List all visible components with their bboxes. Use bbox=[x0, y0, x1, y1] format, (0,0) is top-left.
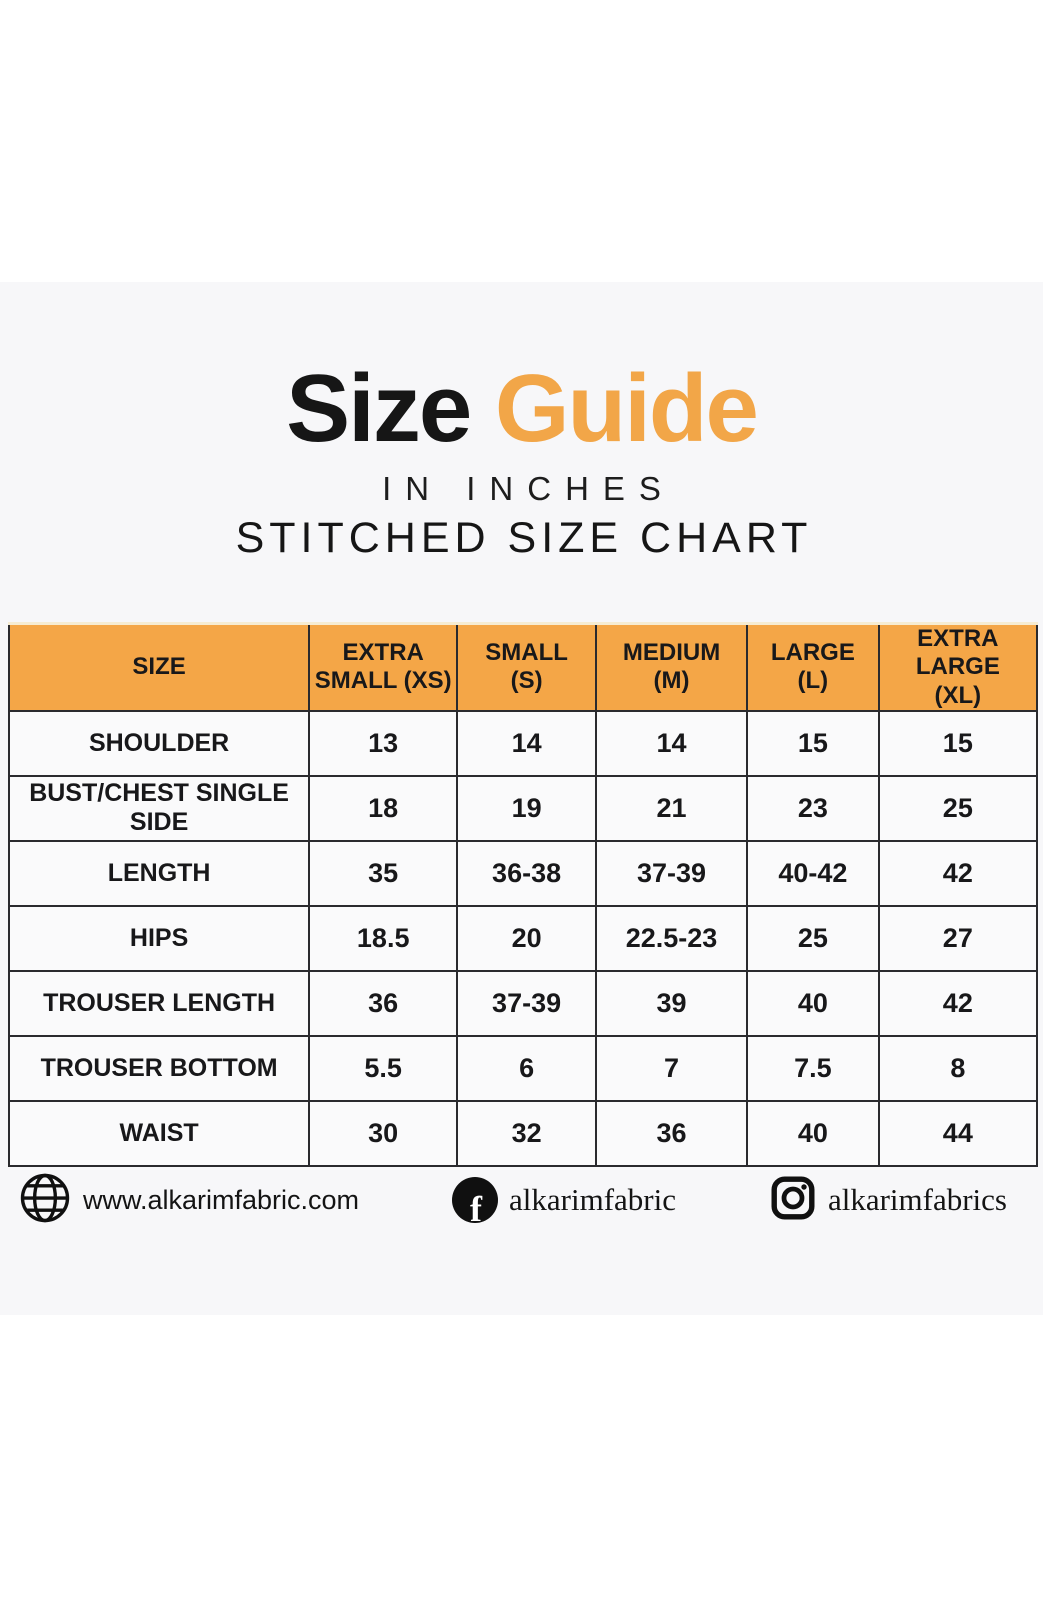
header-medium: MEDIUM (M) bbox=[594, 621, 749, 712]
value-cell: 36 bbox=[308, 969, 459, 1037]
value-cell: 32 bbox=[456, 1099, 597, 1167]
value-cell: 37-39 bbox=[594, 839, 749, 907]
value-cell: 36-38 bbox=[456, 839, 597, 907]
value-cell: 21 bbox=[594, 774, 749, 842]
header-extra-large: EXTRA LARGE (XL) bbox=[877, 621, 1039, 712]
row-label: WAIST bbox=[7, 1099, 311, 1167]
value-cell: 7.5 bbox=[746, 1034, 880, 1102]
value-cell: 40 bbox=[746, 1099, 880, 1167]
header-large: LARGE (L) bbox=[746, 621, 880, 712]
row-label: SHOULDER bbox=[7, 709, 311, 777]
page-title: Size Guide bbox=[0, 360, 1043, 458]
header-small: SMALL (S) bbox=[456, 621, 597, 712]
value-cell: 22.5-23 bbox=[594, 904, 749, 972]
value-cell: 40 bbox=[746, 969, 880, 1037]
row-label: BUST/CHEST SINGLE SIDE bbox=[7, 774, 311, 842]
title-word-guide: Guide bbox=[494, 355, 759, 462]
website-url: www.alkarimfabric.com bbox=[83, 1184, 360, 1215]
table-row-shoulder: SHOULDER 13 14 14 15 15 bbox=[7, 709, 1039, 777]
table-row-bust-chest: BUST/CHEST SINGLE SIDE 18 19 21 23 25 bbox=[7, 774, 1039, 842]
value-cell: 14 bbox=[594, 709, 749, 777]
value-cell: 15 bbox=[877, 709, 1039, 777]
facebook-item: f alkarimfabric bbox=[452, 1177, 676, 1223]
header-extra-small: EXTRA SMALL (XS) bbox=[308, 621, 459, 712]
value-cell: 40-42 bbox=[746, 839, 880, 907]
value-cell: 15 bbox=[746, 709, 880, 777]
value-cell: 36 bbox=[594, 1099, 749, 1167]
footer: www.alkarimfabric.com f alkarimfabric al… bbox=[0, 1168, 1043, 1232]
value-cell: 35 bbox=[308, 839, 459, 907]
value-cell: 30 bbox=[308, 1099, 459, 1167]
value-cell: 18 bbox=[308, 774, 459, 842]
header-size: SIZE bbox=[7, 621, 311, 712]
subtitle-in-inches: IN INCHES bbox=[382, 469, 675, 507]
website-item: www.alkarimfabric.com bbox=[18, 1171, 359, 1230]
subtitle-stitched-size-chart: STITCHED SIZE CHART bbox=[235, 513, 813, 562]
value-cell: 20 bbox=[456, 904, 597, 972]
value-cell: 13 bbox=[308, 709, 459, 777]
value-cell: 25 bbox=[877, 774, 1039, 842]
instagram-handle: alkarimfabrics bbox=[827, 1182, 1007, 1217]
row-label: HIPS bbox=[7, 904, 311, 972]
row-label: TROUSER BOTTOM bbox=[7, 1034, 311, 1102]
value-cell: 7 bbox=[594, 1034, 749, 1102]
instagram-icon bbox=[769, 1174, 817, 1227]
value-cell: 5.5 bbox=[308, 1034, 459, 1102]
table-header-row: SIZE EXTRA SMALL (XS) SMALL (S) MEDIUM (… bbox=[7, 621, 1039, 712]
value-cell: 25 bbox=[746, 904, 880, 972]
facebook-icon: f bbox=[452, 1177, 499, 1223]
row-label: TROUSER LENGTH bbox=[7, 969, 311, 1037]
globe-icon bbox=[18, 1171, 72, 1230]
table-row-waist: WAIST 30 32 36 40 44 bbox=[7, 1099, 1039, 1167]
value-cell: 6 bbox=[456, 1034, 597, 1102]
table-row-trouser-length: TROUSER LENGTH 36 37-39 39 40 42 bbox=[7, 969, 1039, 1037]
row-label: LENGTH bbox=[7, 839, 311, 907]
title-block: Size Guide IN INCHES STITCHED SIZE CHART bbox=[0, 360, 1043, 563]
value-cell: 23 bbox=[746, 774, 880, 842]
value-cell: 44 bbox=[877, 1099, 1039, 1167]
title-word-size: Size bbox=[286, 355, 472, 462]
instagram-item: alkarimfabrics bbox=[769, 1174, 1007, 1227]
value-cell: 42 bbox=[877, 969, 1039, 1037]
value-cell: 27 bbox=[877, 904, 1039, 972]
value-cell: 8 bbox=[877, 1034, 1039, 1102]
size-chart-table: SIZE EXTRA SMALL (XS) SMALL (S) MEDIUM (… bbox=[7, 621, 1039, 1167]
value-cell: 18.5 bbox=[308, 904, 459, 972]
table-row-trouser-bottom: TROUSER BOTTOM 5.5 6 7 7.5 8 bbox=[7, 1034, 1039, 1102]
facebook-handle: alkarimfabric bbox=[509, 1182, 676, 1217]
table-row-length: LENGTH 35 36-38 37-39 40-42 42 bbox=[7, 839, 1039, 907]
value-cell: 42 bbox=[877, 839, 1039, 907]
value-cell: 14 bbox=[456, 709, 597, 777]
value-cell: 39 bbox=[594, 969, 749, 1037]
value-cell: 37-39 bbox=[456, 969, 597, 1037]
value-cell: 19 bbox=[456, 774, 597, 842]
table-row-hips: HIPS 18.5 20 22.5-23 25 27 bbox=[7, 904, 1039, 972]
